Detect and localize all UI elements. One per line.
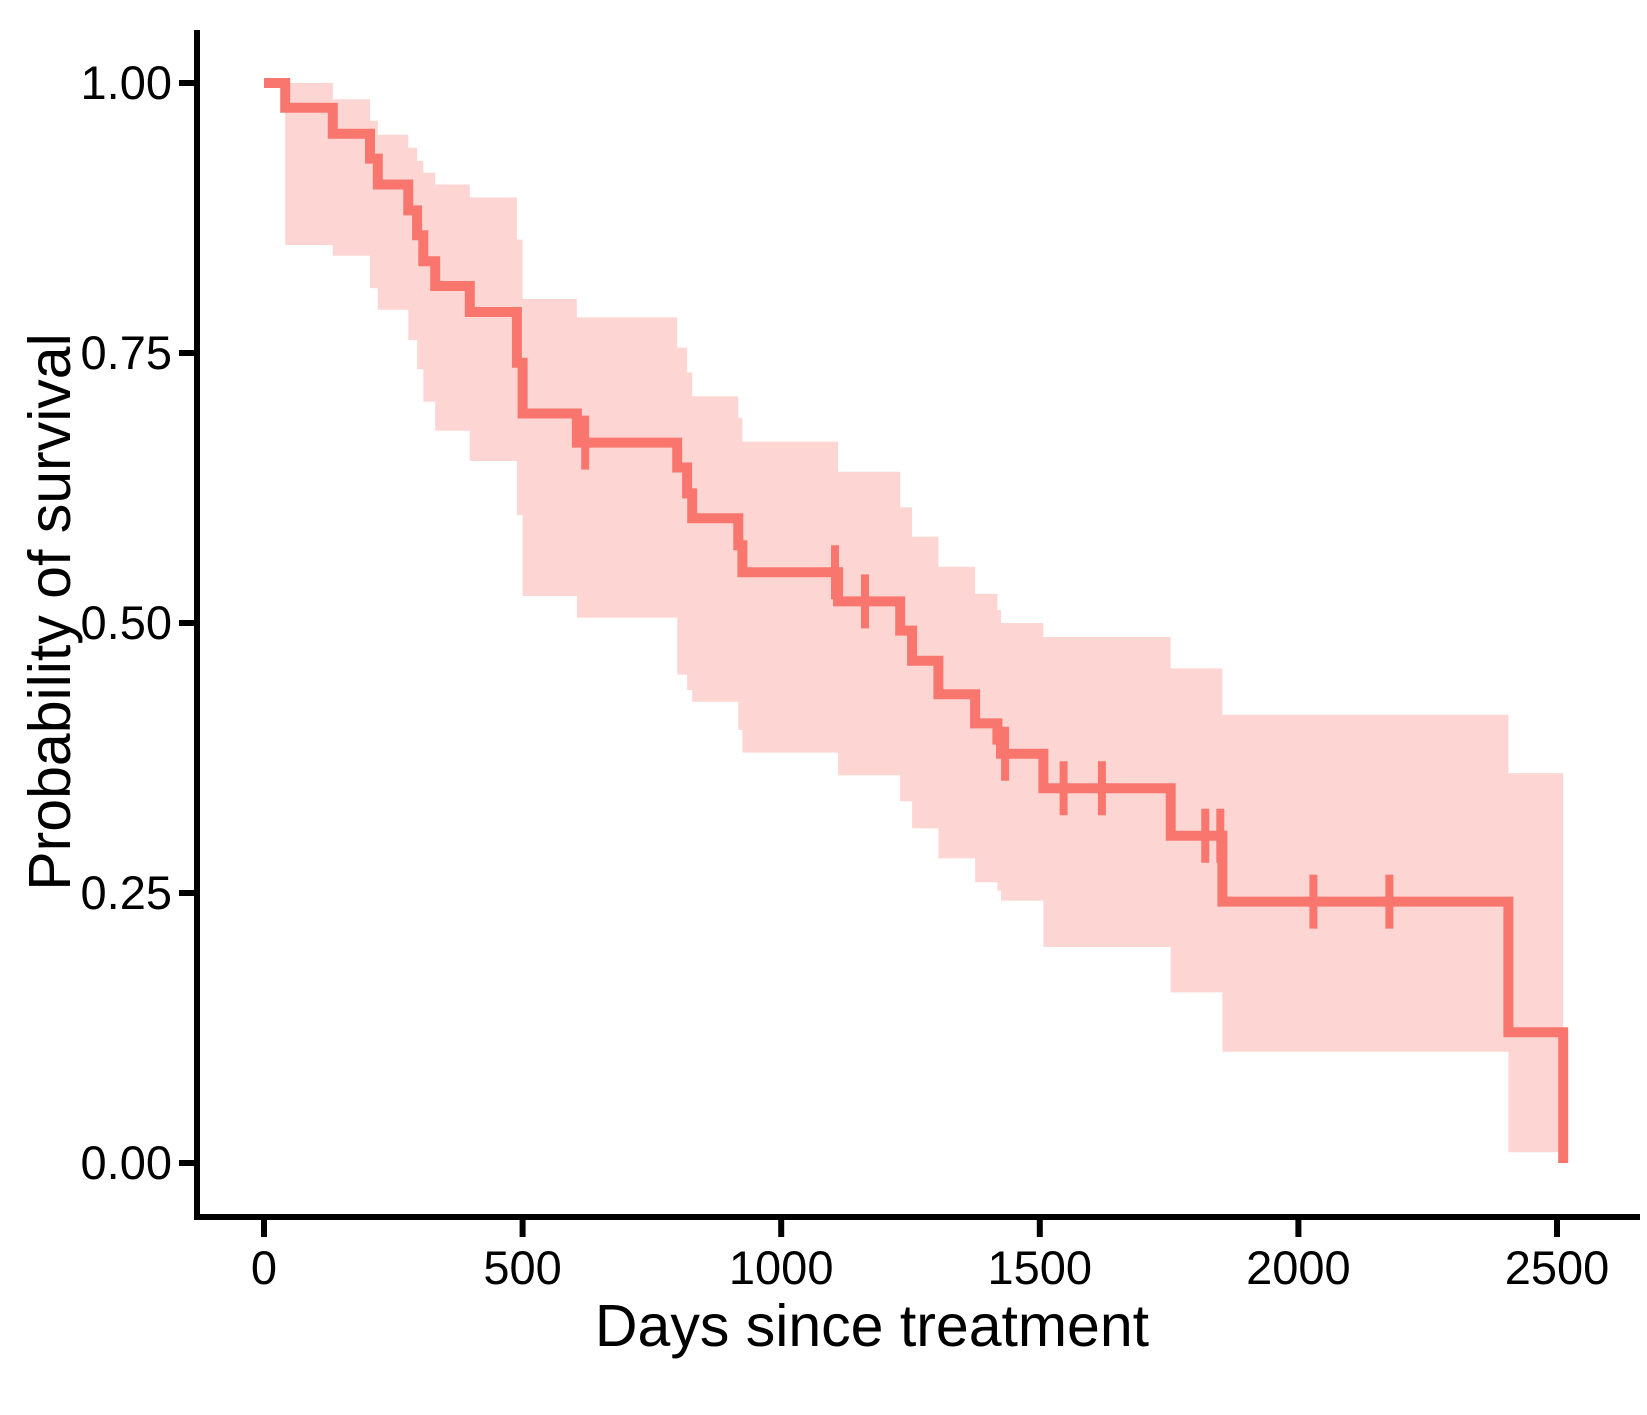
survival-curve (264, 78, 1569, 1163)
confidence-band (285, 83, 1564, 1153)
x-axis-title: Days since treatment (594, 1293, 1150, 1359)
y-axis-title: Probability of survival (17, 333, 83, 891)
